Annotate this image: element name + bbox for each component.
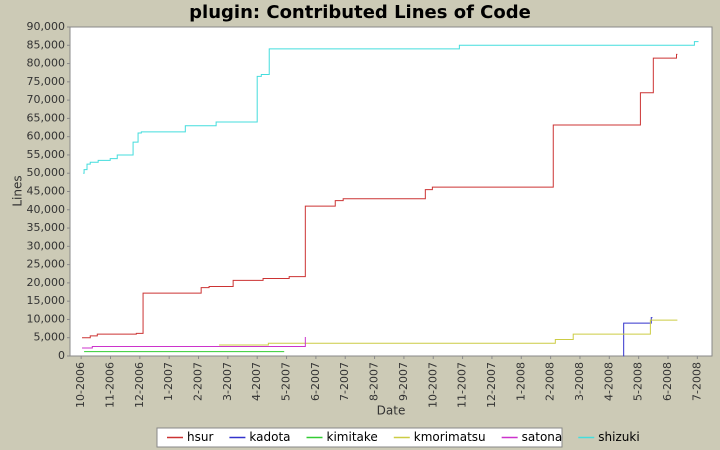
x-tick-label: 2-2008 bbox=[544, 362, 557, 401]
y-tick-label: 10,000 bbox=[27, 312, 66, 325]
y-tick-label: 50,000 bbox=[27, 166, 66, 179]
x-tick-label: 12-2006 bbox=[133, 362, 146, 408]
x-tick-label: 1-2008 bbox=[514, 362, 527, 401]
series-line bbox=[219, 319, 678, 346]
x-tick-label: 7-2007 bbox=[338, 362, 351, 401]
y-tick-label: 30,000 bbox=[27, 239, 66, 252]
legend-label: satona bbox=[522, 430, 563, 444]
y-tick-label: 75,000 bbox=[27, 75, 66, 88]
y-tick-label: 0 bbox=[58, 349, 65, 362]
legend-label: shizuki bbox=[598, 430, 639, 444]
x-tick-label: 11-2006 bbox=[103, 362, 116, 408]
y-tick-label: 80,000 bbox=[27, 57, 66, 70]
y-tick-label: 25,000 bbox=[27, 258, 66, 271]
series-line bbox=[82, 336, 306, 349]
series-line bbox=[623, 317, 653, 357]
x-tick-label: 7-2008 bbox=[690, 362, 703, 401]
chart-title: plugin: Contributed Lines of Code bbox=[189, 2, 531, 23]
y-axis-label: Lines bbox=[11, 175, 25, 206]
x-tick-label: 1-2007 bbox=[162, 362, 175, 401]
x-tick-label: 4-2008 bbox=[602, 362, 615, 401]
x-tick-label: 3-2007 bbox=[221, 362, 234, 401]
y-tick-label: 60,000 bbox=[27, 130, 66, 143]
y-tick-label: 45,000 bbox=[27, 185, 66, 198]
x-tick-label: 2-2007 bbox=[192, 362, 205, 401]
y-tick-label: 5,000 bbox=[34, 331, 66, 344]
x-tick-label: 6-2008 bbox=[661, 362, 674, 401]
series-line bbox=[82, 53, 678, 339]
legend-label: kimitake bbox=[327, 430, 378, 444]
plot-area bbox=[69, 26, 713, 357]
y-tick-label: 70,000 bbox=[27, 93, 66, 106]
x-tick-label: 6-2007 bbox=[309, 362, 322, 401]
x-tick-label: 9-2007 bbox=[397, 362, 410, 401]
x-tick-label: 8-2007 bbox=[368, 362, 381, 401]
x-tick-label: 10-2007 bbox=[426, 362, 439, 408]
x-tick-label: 10-2006 bbox=[74, 362, 87, 408]
y-tick-label: 85,000 bbox=[27, 38, 66, 51]
y-tick-label: 65,000 bbox=[27, 111, 66, 124]
x-axis-label: Date bbox=[377, 404, 406, 418]
legend bbox=[156, 427, 563, 448]
x-tick-label: 5-2008 bbox=[632, 362, 645, 401]
legend-label: kadota bbox=[249, 430, 290, 444]
y-tick-label: 15,000 bbox=[27, 294, 66, 307]
y-tick-label: 35,000 bbox=[27, 221, 66, 234]
x-tick-label: 3-2008 bbox=[573, 362, 586, 401]
y-tick-label: 40,000 bbox=[27, 203, 66, 216]
series-line bbox=[83, 41, 699, 174]
legend-label: hsur bbox=[187, 430, 213, 444]
legend-label: kmorimatsu bbox=[414, 430, 486, 444]
x-tick-label: 4-2007 bbox=[250, 362, 263, 401]
x-tick-label: 5-2007 bbox=[280, 362, 293, 401]
y-tick-label: 20,000 bbox=[27, 276, 66, 289]
x-tick-label: 12-2007 bbox=[485, 362, 498, 408]
y-tick-label: 55,000 bbox=[27, 148, 66, 161]
y-tick-label: 90,000 bbox=[27, 20, 66, 33]
x-tick-label: 11-2007 bbox=[456, 362, 469, 408]
